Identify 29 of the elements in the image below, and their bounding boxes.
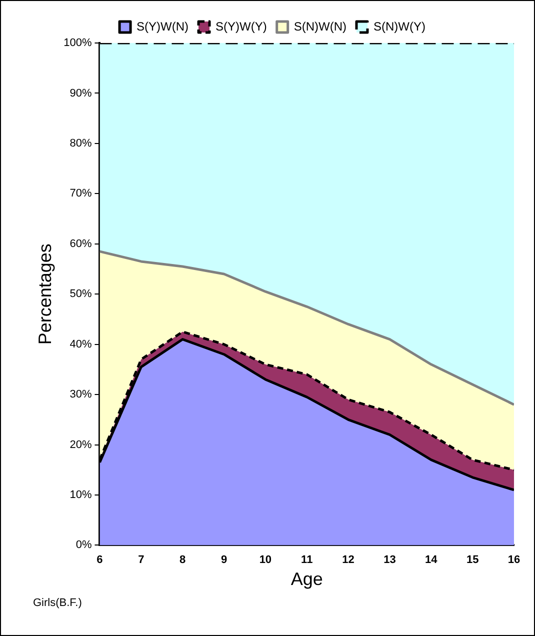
x-tick-label: 7: [138, 554, 144, 566]
y-tick-label: 10%: [70, 489, 92, 502]
y-tick-label: 0%: [76, 539, 92, 552]
x-tick-label: 9: [220, 554, 228, 566]
y-tick-label: 60%: [70, 238, 92, 250]
x-tick-label: 11: [301, 554, 313, 566]
x-tick-label: 8: [180, 554, 186, 566]
legend-label: S(Y)W(Y): [216, 19, 267, 34]
x-tick-label: 14: [425, 554, 438, 566]
x-tick-label: 10: [259, 554, 272, 566]
x-tick-label: 16: [508, 554, 520, 566]
legend-label: S(Y)W(N): [136, 19, 189, 34]
y-tick-label: 70%: [70, 188, 92, 200]
y-tick-label: 100%: [64, 37, 92, 50]
y-tick-label: 80%: [70, 137, 92, 150]
y-tick-label: 90%: [70, 87, 92, 100]
x-tick-label: 13: [384, 554, 396, 566]
x-tick-label: 12: [342, 554, 354, 566]
y-tick-label: 50%: [70, 288, 92, 300]
x-tick-label: 6: [96, 554, 103, 566]
x-tick-label: 15: [466, 554, 479, 566]
legend-label: S(N)W(N): [294, 19, 346, 34]
x-axis-title: Age: [290, 569, 323, 590]
y-tick-label: 20%: [70, 438, 92, 451]
y-axis-title: Percentages: [34, 244, 55, 345]
text: Girls(B.F.): [33, 597, 82, 609]
y-tick-label: 40%: [70, 338, 92, 350]
legend-label: S(N)W(Y): [373, 19, 426, 34]
y-tick-label: 30%: [70, 388, 92, 401]
